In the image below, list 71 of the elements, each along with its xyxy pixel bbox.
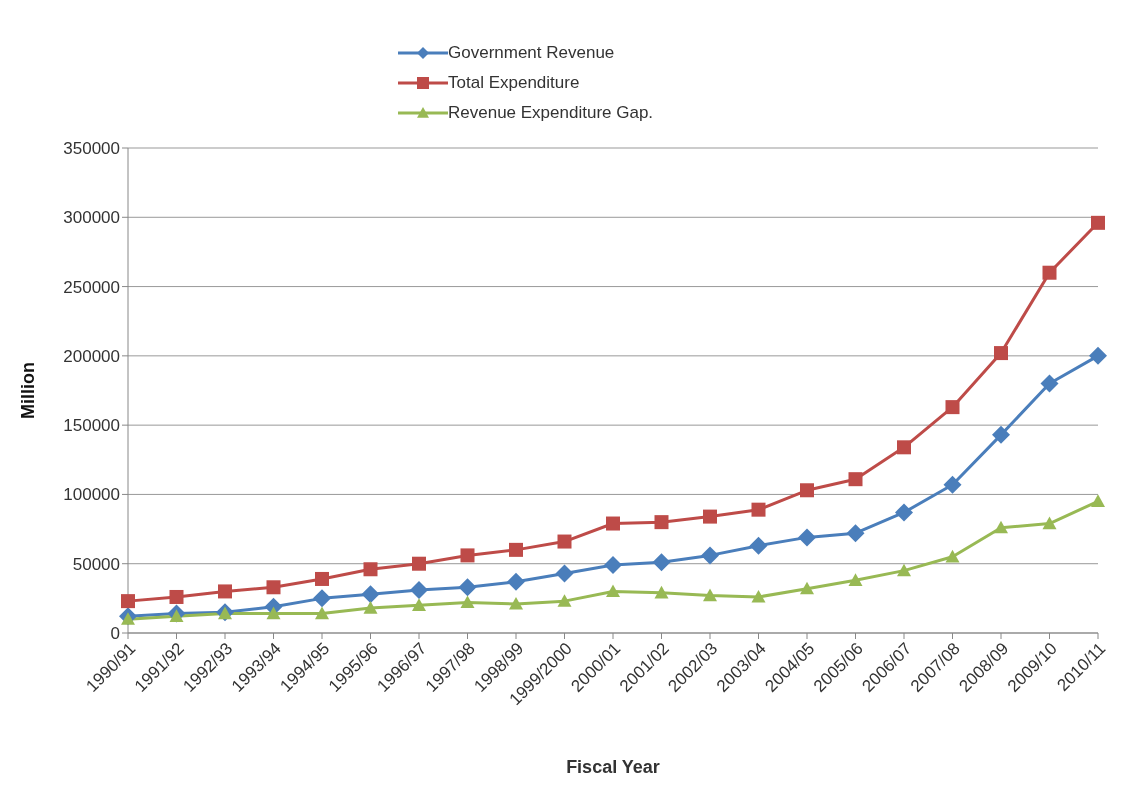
point bbox=[555, 564, 574, 583]
point bbox=[361, 585, 380, 604]
point bbox=[557, 594, 572, 607]
y-tick-label: 200000 bbox=[63, 346, 120, 366]
y-tick-label: 0 bbox=[110, 624, 120, 644]
point bbox=[848, 472, 863, 487]
point bbox=[701, 546, 719, 565]
x-axis-title: Fiscal Year bbox=[566, 757, 660, 777]
y-tick-label: 100000 bbox=[63, 485, 120, 505]
point bbox=[604, 556, 622, 575]
y-axis-title: Million bbox=[18, 362, 39, 419]
y-tick-label: 250000 bbox=[63, 277, 120, 297]
legend-label: Total Expenditure bbox=[448, 73, 580, 93]
point bbox=[266, 606, 281, 620]
point bbox=[652, 553, 671, 572]
legend-label: Government Revenue bbox=[448, 43, 615, 63]
point bbox=[412, 556, 426, 571]
point bbox=[169, 589, 184, 604]
point bbox=[1040, 374, 1059, 393]
point bbox=[606, 516, 620, 531]
point bbox=[1089, 346, 1107, 365]
point bbox=[994, 520, 1008, 534]
point bbox=[1042, 265, 1057, 280]
point bbox=[1042, 516, 1057, 530]
point bbox=[846, 524, 865, 543]
point bbox=[798, 528, 816, 547]
point bbox=[315, 571, 329, 586]
point bbox=[410, 581, 428, 600]
point bbox=[557, 534, 572, 549]
point bbox=[266, 580, 281, 595]
point bbox=[943, 475, 962, 494]
point bbox=[169, 609, 184, 622]
point bbox=[751, 502, 766, 517]
point bbox=[458, 578, 477, 597]
point bbox=[363, 601, 378, 614]
point bbox=[703, 509, 717, 524]
point bbox=[313, 589, 331, 608]
point bbox=[509, 542, 523, 557]
point bbox=[800, 581, 814, 595]
y-tick-label: 300000 bbox=[63, 208, 120, 228]
point bbox=[509, 596, 523, 610]
point bbox=[1091, 494, 1105, 507]
point bbox=[315, 606, 329, 620]
point bbox=[895, 503, 913, 522]
point bbox=[460, 548, 475, 563]
point bbox=[654, 585, 669, 599]
point bbox=[218, 584, 232, 599]
point bbox=[654, 515, 669, 530]
point bbox=[945, 400, 960, 415]
point bbox=[945, 549, 960, 563]
point bbox=[703, 588, 717, 602]
y-tick-label: 50000 bbox=[72, 554, 120, 574]
point bbox=[121, 612, 135, 625]
y-tick-label: 350000 bbox=[63, 139, 120, 159]
point bbox=[121, 594, 135, 609]
point bbox=[412, 598, 426, 611]
point bbox=[897, 440, 911, 455]
point bbox=[994, 346, 1008, 361]
point bbox=[897, 563, 911, 577]
legend-label: Revenue Expenditure Gap. bbox=[448, 103, 654, 123]
point bbox=[800, 483, 814, 498]
point bbox=[1091, 215, 1105, 230]
point bbox=[751, 589, 766, 603]
y-tick-label: 150000 bbox=[63, 416, 120, 436]
point bbox=[507, 572, 525, 591]
point bbox=[460, 595, 475, 609]
point bbox=[992, 425, 1010, 444]
point bbox=[749, 536, 768, 555]
point bbox=[363, 562, 378, 577]
point bbox=[848, 573, 863, 586]
point bbox=[606, 584, 620, 598]
